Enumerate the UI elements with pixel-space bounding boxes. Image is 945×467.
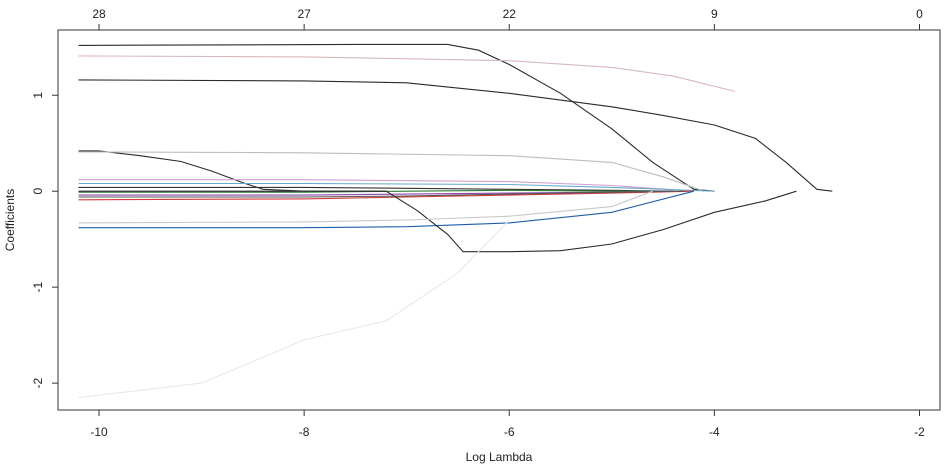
x-tick-label: -4 — [709, 425, 720, 439]
series-line-9 — [78, 189, 664, 193]
series-line-6 — [78, 179, 694, 192]
y-tick-label: 1 — [31, 92, 45, 99]
x-axis: -10 -8 -6 -4 -2 — [90, 410, 925, 439]
series-line-4 — [78, 150, 387, 192]
series-line-11 — [78, 190, 694, 201]
series-line-12 — [78, 190, 684, 198]
y-tick-label: 0 — [31, 188, 45, 195]
series-layer — [78, 43, 833, 399]
y-tick-label: -1 — [31, 282, 45, 293]
top-tick-label: 22 — [503, 7, 517, 21]
x-tick-label: -6 — [504, 425, 515, 439]
top-tick-label: 28 — [92, 7, 106, 21]
series-line-1 — [78, 43, 715, 192]
plot-frame — [57, 29, 941, 411]
top-axis: 28 27 22 9 0 — [92, 7, 923, 30]
x-tick-label: -10 — [90, 425, 108, 439]
top-tick-label: 27 — [297, 7, 311, 21]
series-line-16 — [78, 219, 510, 399]
x-tick-label: -2 — [914, 425, 925, 439]
series-line-13 — [78, 190, 695, 229]
series-line-14 — [78, 190, 797, 253]
series-line-2 — [78, 55, 736, 92]
y-axis: -2 -1 0 1 — [31, 92, 58, 388]
y-tick-label: -2 — [31, 377, 45, 388]
x-tick-label: -8 — [299, 425, 310, 439]
series-line-15 — [78, 190, 653, 224]
x-axis-label: Log Lambda — [466, 450, 533, 464]
series-line-5 — [78, 151, 705, 192]
series-line-7 — [78, 182, 715, 192]
top-tick-label: 9 — [711, 7, 718, 21]
top-tick-label: 0 — [916, 7, 923, 21]
series-line-8 — [78, 186, 674, 192]
y-axis-label: Coefficients — [3, 189, 17, 251]
series-line-3 — [78, 79, 833, 192]
